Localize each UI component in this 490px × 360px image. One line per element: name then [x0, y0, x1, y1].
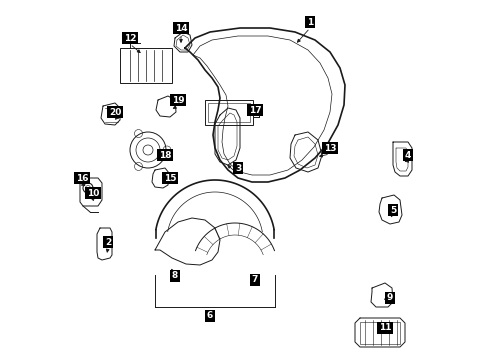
Text: 7: 7: [252, 275, 258, 284]
Text: 15: 15: [164, 174, 176, 183]
Text: 5: 5: [390, 206, 396, 215]
Text: 6: 6: [207, 311, 213, 320]
Text: 16: 16: [76, 174, 88, 183]
Text: 20: 20: [109, 108, 121, 117]
Text: 19: 19: [172, 95, 184, 104]
Text: 2: 2: [105, 238, 111, 247]
Text: 1: 1: [307, 18, 313, 27]
Bar: [208, 103, 250, 122]
Text: 3: 3: [235, 163, 241, 172]
Text: 8: 8: [172, 271, 178, 280]
Bar: [120, 48, 172, 83]
Text: 17: 17: [249, 105, 261, 114]
Text: 18: 18: [159, 150, 171, 159]
Text: 10: 10: [87, 189, 99, 198]
Text: 4: 4: [405, 150, 411, 159]
Text: 9: 9: [387, 293, 393, 302]
Text: 13: 13: [324, 144, 336, 153]
Bar: [205, 100, 253, 125]
Text: 11: 11: [379, 324, 391, 333]
Bar: [360, 322, 400, 344]
Text: 14: 14: [175, 23, 187, 32]
Text: 12: 12: [124, 33, 136, 42]
